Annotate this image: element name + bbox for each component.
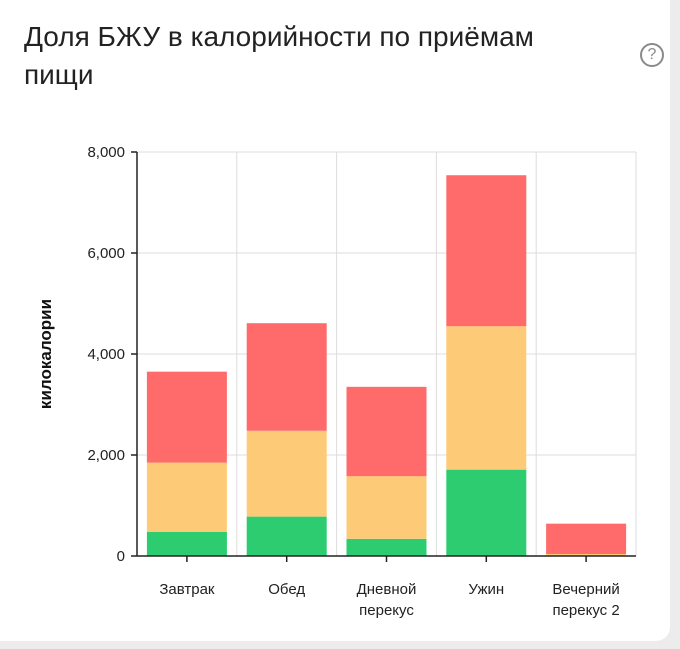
question-circle-icon[interactable]: ? xyxy=(640,43,664,67)
bar-segment[interactable] xyxy=(146,462,227,532)
y-tick-label: 6,000 xyxy=(87,245,125,262)
y-tick-label: 0 xyxy=(117,548,125,565)
x-tick-label: Завтрак xyxy=(159,581,215,598)
bar-segment[interactable] xyxy=(446,326,527,470)
x-tick-label: Обед xyxy=(268,581,305,598)
y-axis-label: килокалории xyxy=(36,299,55,409)
chart-card: Доля БЖУ в калорийности по приёмам пищи … xyxy=(0,0,670,641)
bar-segment[interactable] xyxy=(246,323,327,431)
bar-segment[interactable] xyxy=(346,476,427,539)
y-tick-label: 2,000 xyxy=(87,447,125,464)
bar-segment[interactable] xyxy=(146,371,227,463)
bar-segment[interactable] xyxy=(446,469,527,556)
x-tick-label: Ужин xyxy=(468,581,504,598)
x-tick-label: Дневной перекус xyxy=(357,581,417,619)
bar-segment[interactable] xyxy=(546,553,627,556)
bar-segment[interactable] xyxy=(346,386,427,477)
bar-segment[interactable] xyxy=(346,538,427,556)
bar-segment[interactable] xyxy=(546,523,627,554)
y-tick-label: 8,000 xyxy=(87,144,125,161)
bar-segment[interactable] xyxy=(146,531,227,556)
bar-segment[interactable] xyxy=(446,175,527,327)
y-tick-label: 4,000 xyxy=(87,346,125,363)
bar-segment[interactable] xyxy=(246,516,327,556)
chart-title: Доля БЖУ в калорийности по приёмам пищи xyxy=(24,21,534,90)
bar-segment[interactable] xyxy=(246,430,327,517)
x-tick-label: Вечерний перекус 2 xyxy=(552,581,619,619)
